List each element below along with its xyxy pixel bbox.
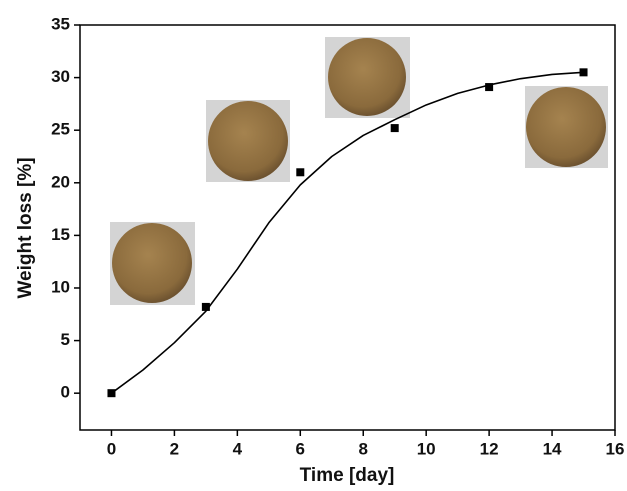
x-tick-label: 14	[543, 439, 562, 458]
chart: Time [day] Weight loss [%] 0 2 4 6 8 10 12 14 16…	[0, 0, 627, 491]
data-point	[391, 124, 399, 132]
y-axis-title: Weight loss [%]	[15, 157, 36, 298]
x-tick-label: 10	[417, 439, 436, 458]
y-tick-label: 25	[51, 120, 70, 139]
sample-sphere	[208, 101, 288, 181]
y-tick-label: 10	[51, 277, 70, 296]
y-tick-label: 5	[61, 330, 70, 349]
x-tick-label: 4	[233, 439, 243, 458]
y-tick-label: 20	[51, 172, 70, 191]
sample-sphere	[526, 87, 606, 167]
x-tick-label: 12	[480, 439, 499, 458]
x-tick-label: 8	[359, 439, 368, 458]
x-axis-title: Time [day]	[300, 465, 395, 486]
x-tick-label: 16	[606, 439, 625, 458]
x-tick-label: 0	[107, 439, 116, 458]
y-tick-label: 0	[61, 383, 70, 402]
y-tick-label: 35	[51, 14, 70, 33]
x-tick-label: 2	[170, 439, 179, 458]
x-tick-label: 6	[296, 439, 305, 458]
y-tick-label: 15	[51, 225, 70, 244]
data-point	[296, 168, 304, 176]
page: {"chart_data": {"type": "scatter", "x_la…	[0, 0, 627, 491]
y-tick-label: 30	[51, 67, 70, 86]
sample-sphere	[112, 223, 192, 303]
sample-sphere	[328, 38, 406, 116]
